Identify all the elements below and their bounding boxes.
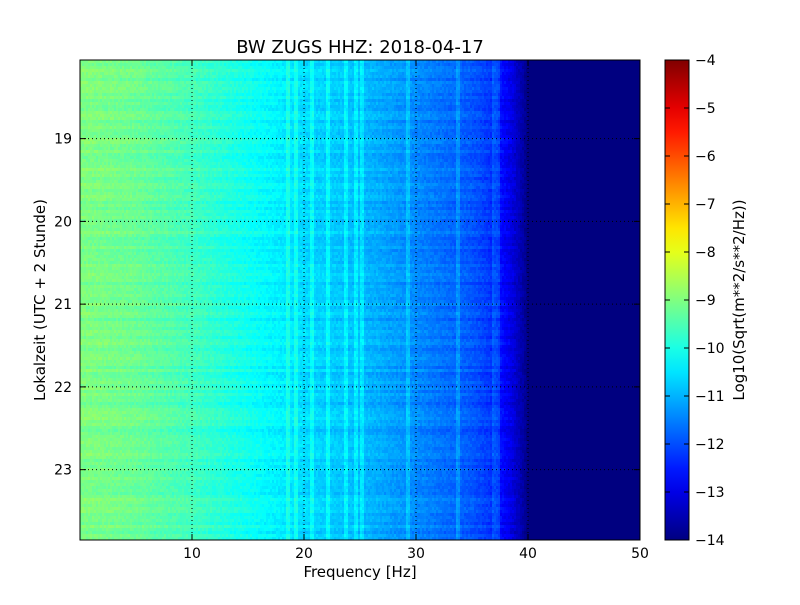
x-tick-label: 10 <box>183 546 201 562</box>
plot-frame <box>79 59 641 541</box>
heatmap-cells <box>80 60 640 540</box>
colorbar-tick-label: −5 <box>695 101 716 117</box>
y-tick-label: 23 <box>54 463 72 479</box>
colorbar-tick-label: −4 <box>695 53 716 69</box>
x-axis-label: Frequency [Hz] <box>303 563 416 581</box>
colorbar-label: Log10(Sqrt(m**2/s**2/Hz)) <box>730 199 748 400</box>
colorbar-tick-label: −14 <box>695 533 725 549</box>
colorbar-tick-label: −6 <box>695 149 716 165</box>
colorbar-tick-label: −13 <box>695 485 725 501</box>
y-tick-label: 21 <box>54 297 72 313</box>
colorbar-tick-label: −9 <box>695 293 716 309</box>
plot-area: 10 20 30 40 50 19 20 21 22 23 <box>54 59 649 562</box>
x-tick-label: 50 <box>631 546 649 562</box>
y-tick-label: 19 <box>54 132 72 148</box>
y-axis-label: Lokalzeit (UTC + 2 Stunde) <box>31 199 49 401</box>
x-tick-label: 20 <box>295 546 313 562</box>
y-tick-label: 22 <box>54 380 72 396</box>
x-tick-label: 40 <box>519 546 537 562</box>
colorbar-tick-label: −8 <box>695 245 716 261</box>
colorbar-tick-label: −7 <box>695 197 716 213</box>
colorbar-tick-label: −12 <box>695 437 725 453</box>
colorbar-tick-label: −11 <box>695 389 725 405</box>
y-tick-label: 20 <box>54 214 72 230</box>
colorbar-tick-label: −10 <box>695 341 725 357</box>
chart-title: BW ZUGS HHZ: 2018-04-17 <box>236 37 484 58</box>
colorbar: −4 −5 −6 −7 −8 −9 −10 −11 −12 −13 −14 <box>664 53 725 549</box>
x-tick-label: 30 <box>407 546 425 562</box>
